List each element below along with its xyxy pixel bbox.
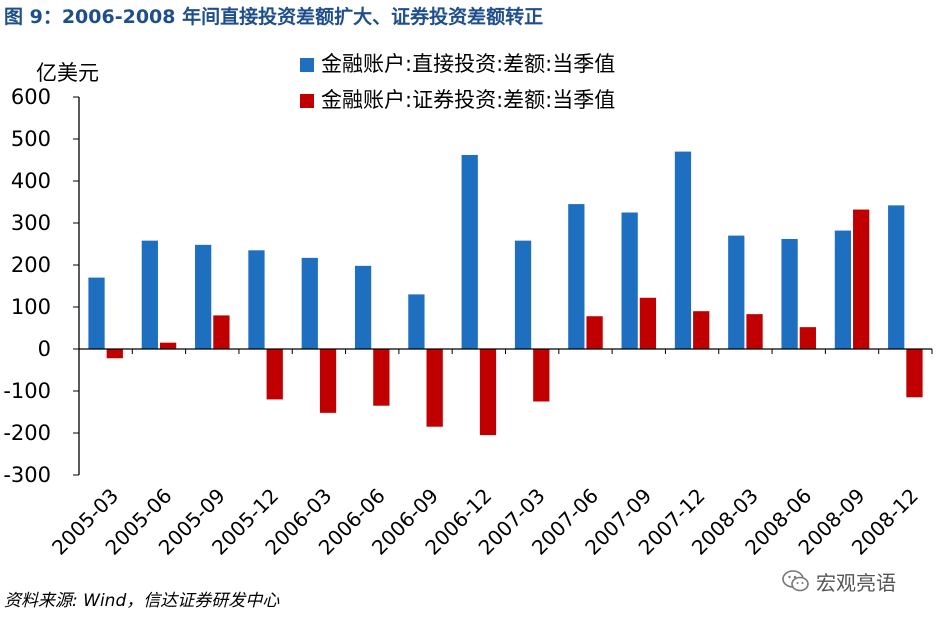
bar-series2-2005-03 [106,349,123,359]
bar-series1-2005-03 [88,277,105,349]
bar-series2-2007-03 [533,349,550,402]
bar-series1-2005-06 [141,240,158,349]
y-tick-label: 100 [11,295,51,319]
y-ticks-group: -300 -200 -100 0 100 200 300 400 500 600 [3,85,79,487]
bar-series1-2008-06 [781,238,798,349]
bar-series2-2008-09 [853,209,870,349]
legend-label-2: 金融账户:证券投资:差额:当季值 [321,88,615,112]
bar-series2-2006-03 [319,349,337,413]
bar-series2-2008-12 [906,349,923,398]
bar-series1-2007-03 [514,240,532,349]
bar-series2-2005-12 [266,349,283,400]
y-tick-label: 0 [38,337,51,361]
legend-swatch-2 [300,94,314,108]
y-tick-label: -200 [3,421,51,445]
bar-series2-2007-06 [586,316,603,349]
bar-series1-2006-06 [354,265,372,349]
bar-series1-2006-12 [461,154,478,349]
bar-series1-2008-12 [888,205,905,349]
wechat-icon [782,570,809,592]
bar-series2-2008-03 [746,314,763,349]
bar-series2-2007-09 [639,297,657,349]
figure-title: 图 9：2006-2008 年间直接投资差额扩大、证券投资差额转正 [4,6,544,28]
bar-series2-2005-09 [213,315,230,349]
bar-series2-2006-06 [373,349,390,406]
y-tick-label: 200 [11,253,51,277]
bar-series2-2007-12 [693,311,710,349]
watermark: 宏观亮语 [782,566,896,596]
bar-series1-2006-09 [408,294,425,349]
axes-group [78,97,933,475]
y-tick-label: 500 [11,127,51,151]
bar-series1-2007-06 [568,204,585,349]
watermark-text: 宏观亮语 [816,570,896,595]
bar-series1-2008-09 [834,230,852,349]
x-ticks-group: 2005-032005-062005-092005-122006-032006-… [47,484,923,560]
y-tick-label: -100 [3,379,51,403]
source-note: 资料来源: Wind，信达证券研发中心 [4,591,280,611]
legend-swatch-1 [300,58,314,72]
bar-series2-2006-09 [426,349,443,427]
y-tick-label: 600 [11,85,51,109]
y-tick-label: 400 [11,169,51,193]
bar-series1-2007-09 [621,212,638,349]
bar-series1-2008-03 [728,235,745,349]
y-tick-label: -300 [3,463,51,487]
bar-series1-2005-09 [195,244,212,349]
bar-series2-2005-06 [159,342,177,349]
legend-label-1: 金融账户:直接投资:差额:当季值 [321,52,615,76]
bar-series1-2005-12 [248,250,265,349]
bar-series2-2008-06 [799,327,816,349]
y-axis-unit-label: 亿美元 [36,61,99,85]
bar-series2-2006-12 [479,349,497,436]
bars-group [88,151,923,436]
bar-series1-2006-03 [301,257,318,349]
bar-series1-2007-12 [674,151,692,349]
y-tick-label: 300 [11,211,51,235]
